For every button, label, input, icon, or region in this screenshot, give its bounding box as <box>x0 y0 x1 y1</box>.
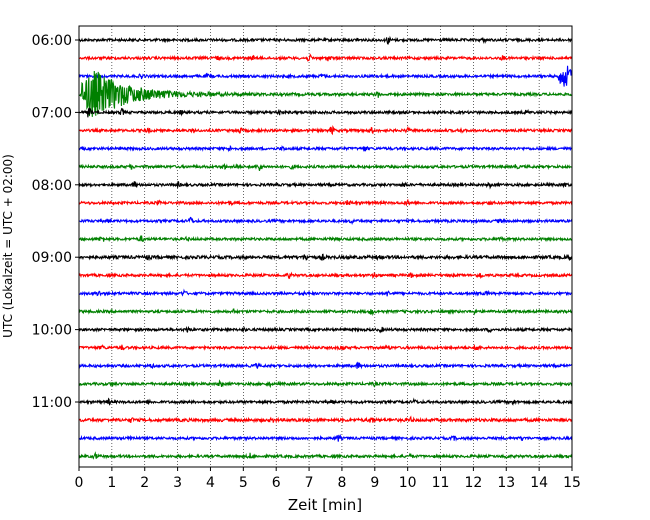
x-axis: 0 1 2 3 4 5 6 7 8 9 10 11 12 13 14 15 <box>75 467 581 491</box>
x-tick-label-14: 14 <box>530 475 548 491</box>
y-tick-label-4: 10:00 <box>32 323 72 339</box>
trace-group <box>79 35 572 460</box>
trace-1000 <box>79 325 572 334</box>
trace-0945 <box>79 308 572 317</box>
x-tick-label-3: 3 <box>173 475 182 491</box>
x-tick-label-11: 11 <box>432 475 450 491</box>
trace-0930 <box>79 288 572 297</box>
y-tick-label-3: 09:00 <box>32 250 72 266</box>
y-axis-label: UTC (Lokalzeit = UTC + 02:00) <box>1 154 15 338</box>
trace-0915 <box>79 271 572 280</box>
trace-1030 <box>79 361 572 370</box>
x-tick-label-9: 9 <box>370 475 379 491</box>
trace-0815 <box>79 199 572 207</box>
trace-0630 <box>79 65 572 87</box>
trace-0645 <box>79 71 572 117</box>
trace-0715 <box>79 124 572 136</box>
x-tick-label-0: 0 <box>75 475 84 491</box>
trace-0700 <box>79 107 572 118</box>
trace-0745 <box>79 162 572 171</box>
x-axis-label: Zeit [min] <box>288 496 362 514</box>
y-tick-label-2: 08:00 <box>32 178 72 194</box>
x-tick-label-7: 7 <box>305 475 314 491</box>
trace-1145 <box>79 451 572 460</box>
x-tick-label-6: 6 <box>272 475 281 491</box>
plot-frame <box>78 25 573 468</box>
y-tick-label-0: 06:00 <box>32 33 72 49</box>
trace-1100 <box>79 397 572 406</box>
x-tick-label-10: 10 <box>399 475 417 491</box>
trace-0600 <box>79 35 572 45</box>
y-tick-label-1: 07:00 <box>32 105 72 121</box>
trace-0830 <box>79 216 572 225</box>
y-axis: 06:00 07:00 08:00 09:00 10:00 11:00 <box>32 33 79 411</box>
trace-0730 <box>79 144 572 153</box>
trace-1115 <box>79 415 572 424</box>
x-tick-label-2: 2 <box>140 475 149 491</box>
x-tick-label-1: 1 <box>107 475 116 491</box>
trace-0615 <box>79 53 572 62</box>
trace-0900 <box>79 253 572 262</box>
x-tick-label-5: 5 <box>239 475 248 491</box>
trace-1015 <box>79 343 572 351</box>
x-tick-label-15: 15 <box>563 475 581 491</box>
trace-1130 <box>79 433 572 442</box>
x-tick-label-13: 13 <box>497 475 515 491</box>
trace-0800 <box>79 180 572 190</box>
trace-0845 <box>79 234 572 243</box>
trace-1045 <box>79 379 572 389</box>
x-tick-label-8: 8 <box>337 475 346 491</box>
x-tick-label-4: 4 <box>206 475 215 491</box>
x-tick-label-12: 12 <box>464 475 482 491</box>
y-tick-label-5: 11:00 <box>32 395 72 411</box>
